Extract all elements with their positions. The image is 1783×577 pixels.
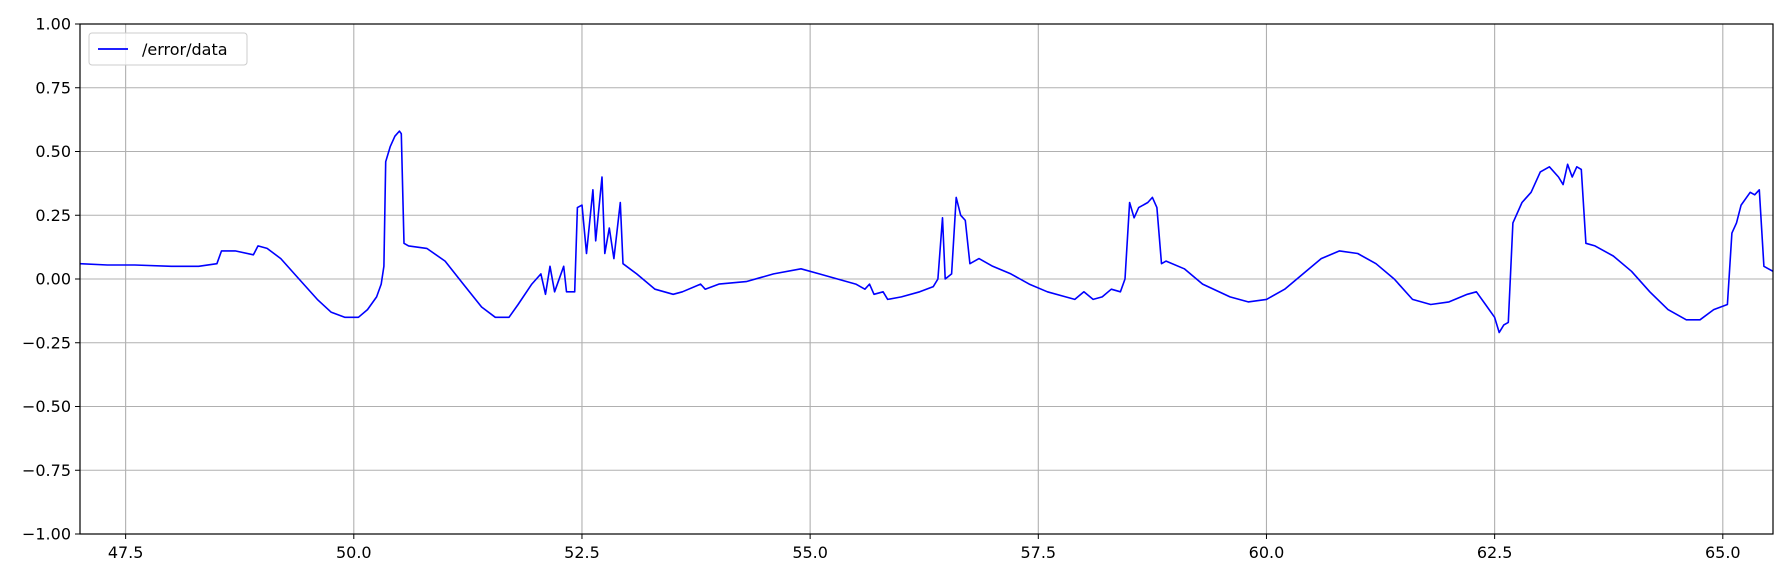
- x-tick-label: 47.5: [108, 543, 144, 562]
- y-tick-label: 0.75: [35, 78, 71, 97]
- x-tick-label: 52.5: [564, 543, 600, 562]
- y-tick-label: −1.00: [22, 525, 71, 544]
- y-axis: −1.00 −0.75 −0.50 −0.25 0.00 0.25 0.50 0.75 1.00: [22, 15, 80, 544]
- x-tick-label: 60.0: [1249, 543, 1285, 562]
- x-tick-label: 57.5: [1020, 543, 1056, 562]
- legend: /error/data: [88, 32, 248, 66]
- series-layer: [80, 130, 1773, 334]
- y-tick-label: 0.25: [35, 206, 71, 225]
- series-line-error-data: [80, 130, 1773, 334]
- x-axis: 47.5 50.0 52.5 55.0 57.5 60.0 62.5 65.0: [108, 534, 1741, 562]
- grid: [80, 23, 1773, 535]
- x-tick-label: 50.0: [336, 543, 372, 562]
- x-tick-label: 65.0: [1705, 543, 1741, 562]
- y-tick-label: 0.50: [35, 142, 71, 161]
- x-tick-label: 62.5: [1477, 543, 1513, 562]
- y-tick-label: −0.25: [22, 333, 71, 352]
- legend-label: /error/data: [142, 40, 228, 59]
- y-tick-label: −0.75: [22, 461, 71, 480]
- y-tick-label: 0.00: [35, 270, 71, 289]
- y-tick-label: −0.50: [22, 397, 71, 416]
- legend-box: [88, 32, 248, 66]
- y-tick-label: 1.00: [35, 15, 71, 34]
- x-tick-label: 55.0: [792, 543, 828, 562]
